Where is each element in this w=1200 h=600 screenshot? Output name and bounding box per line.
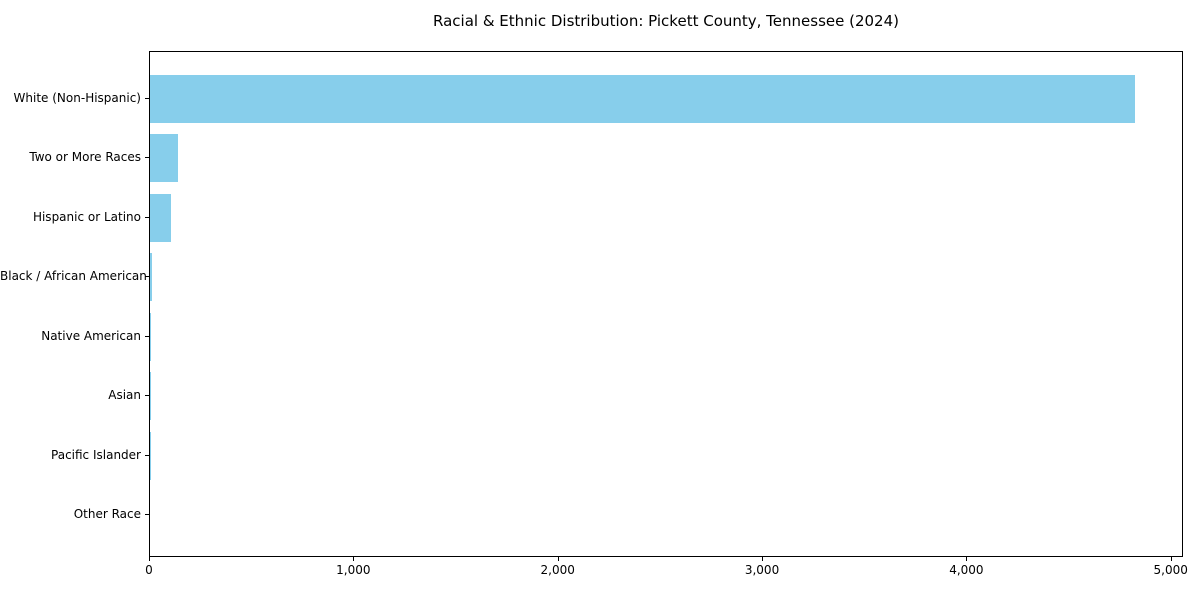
x-tick-0 xyxy=(149,557,150,561)
y-axis-label-hispanic-or-latino: Hispanic or Latino xyxy=(32,209,141,224)
bar-hispanic-or-latino xyxy=(150,193,172,242)
y-tick-black-african-american xyxy=(145,276,149,278)
y-axis-label-white-non-hispanic: White (Non-Hispanic) xyxy=(13,91,141,105)
y-tick-hispanic-or-latino xyxy=(145,216,149,218)
y-axis-label-black-african-american: Black / African American xyxy=(0,269,147,284)
x-tick-label-0: 0 xyxy=(145,563,153,577)
y-axis-label-asian: Asian xyxy=(108,388,141,403)
bar-native-american xyxy=(150,312,152,361)
y-tick-pacific-islander xyxy=(145,454,149,456)
chart-title: Racial & Ethnic Distribution: Pickett Co… xyxy=(433,12,899,30)
x-tick-label-3000: 3,000 xyxy=(744,563,780,577)
y-tick-asian xyxy=(145,395,149,397)
x-tick-label-2000: 2,000 xyxy=(540,563,575,577)
y-axis-label-two-or-more-races: Two or More Races xyxy=(29,150,141,165)
x-tick-3000 xyxy=(762,557,764,561)
bar-asian xyxy=(150,372,151,421)
x-tick-1000 xyxy=(353,557,355,561)
bar-black-african-american xyxy=(150,253,153,302)
y-tick-other-race xyxy=(145,514,149,515)
y-tick-white-non-hispanic xyxy=(145,98,149,99)
x-tick-4000 xyxy=(966,557,968,561)
x-tick-label-1000: 1,000 xyxy=(336,563,371,577)
bar-white-non-hispanic xyxy=(150,75,1135,123)
bar-two-or-more-races xyxy=(150,134,179,183)
x-tick-label-4000: 4,000 xyxy=(949,563,984,577)
x-tick-label-5000: 5,000 xyxy=(1153,563,1188,577)
y-tick-native-american xyxy=(145,335,149,337)
x-tick-5000 xyxy=(1170,557,1172,561)
y-axis-label-native-american: Native American xyxy=(41,328,141,343)
x-tick-2000 xyxy=(557,557,559,561)
y-axis-label-pacific-islander: Pacific Islander xyxy=(51,447,141,462)
y-tick-two-or-more-races xyxy=(145,157,149,159)
y-axis-label-other-race: Other Race xyxy=(73,507,141,521)
plot-area xyxy=(149,51,1183,557)
